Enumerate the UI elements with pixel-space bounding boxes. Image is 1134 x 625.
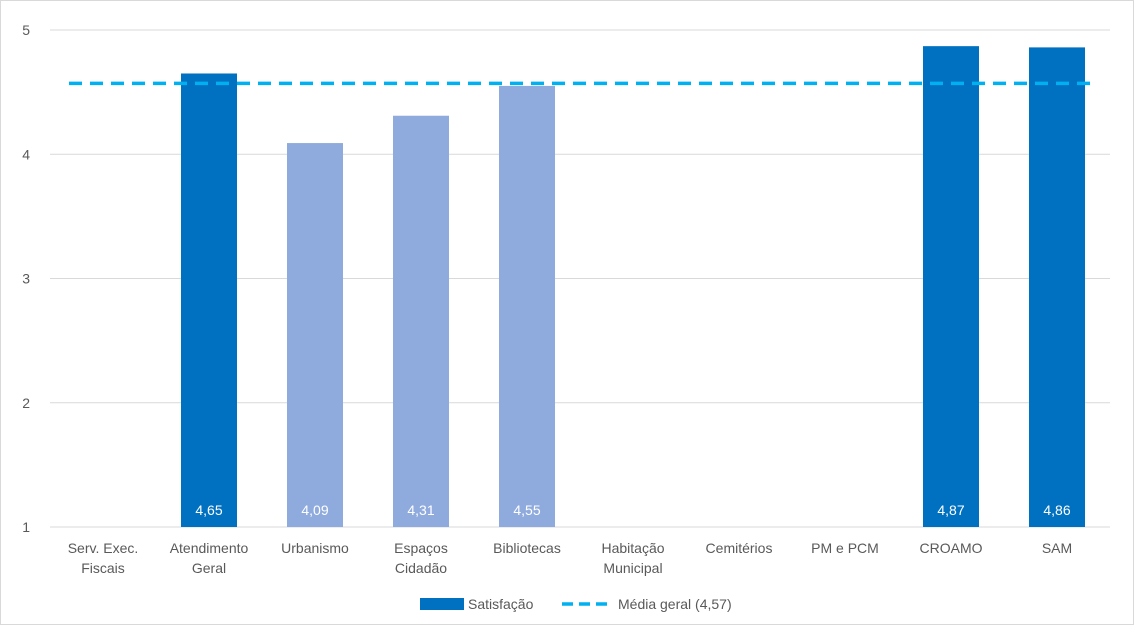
y-tick-label: 3 <box>22 271 30 287</box>
bar-data-label: 4,55 <box>513 502 540 518</box>
bar <box>287 143 343 527</box>
y-tick-label: 1 <box>22 519 30 535</box>
bar-data-label: 4,87 <box>937 502 964 518</box>
y-tick-label: 5 <box>22 22 30 38</box>
legend-label-media-geral: Média geral (4,57) <box>618 596 732 612</box>
legend-label-satisfacao: Satisfação <box>468 596 534 612</box>
x-axis-categories: Serv. Exec. Fiscais Atendimento Geral Urbani… <box>68 540 1072 576</box>
bar <box>181 73 237 528</box>
bar <box>499 85 555 527</box>
x-category-label: Espaços <box>394 540 448 556</box>
y-tick-label: 4 <box>22 146 30 162</box>
bar-data-label: 4,65 <box>195 502 222 518</box>
legend-swatch-satisfacao <box>420 598 464 610</box>
bars <box>181 46 1085 528</box>
x-category-label: Urbanismo <box>281 540 349 556</box>
x-category-label: Bibliotecas <box>493 540 561 556</box>
bar <box>923 46 979 528</box>
legend: Satisfação Média geral (4,57) <box>420 596 732 612</box>
bar-data-label: 4,09 <box>301 502 328 518</box>
bar <box>1029 47 1085 528</box>
x-category-label: Fiscais <box>81 560 125 576</box>
bar-data-label: 4,31 <box>407 502 434 518</box>
x-category-label: Cemitérios <box>706 540 773 556</box>
x-category-label: PM e PCM <box>811 540 879 556</box>
x-category-label: SAM <box>1042 540 1072 556</box>
data-labels: 4,65 4,09 4,31 4,55 4,87 4,86 <box>195 502 1070 518</box>
x-category-label: Geral <box>192 560 226 576</box>
bar-data-label: 4,86 <box>1043 502 1070 518</box>
x-category-label: Serv. Exec. <box>68 540 139 556</box>
x-category-label: Municipal <box>603 560 662 576</box>
x-category-label: Atendimento <box>170 540 249 556</box>
x-category-label: Cidadão <box>395 560 447 576</box>
x-category-label: CROAMO <box>920 540 983 556</box>
y-tick-label: 2 <box>22 395 30 411</box>
x-category-label: Habitação <box>601 540 664 556</box>
bar <box>393 115 449 528</box>
y-axis-ticks: 1 2 3 4 5 <box>22 22 30 535</box>
